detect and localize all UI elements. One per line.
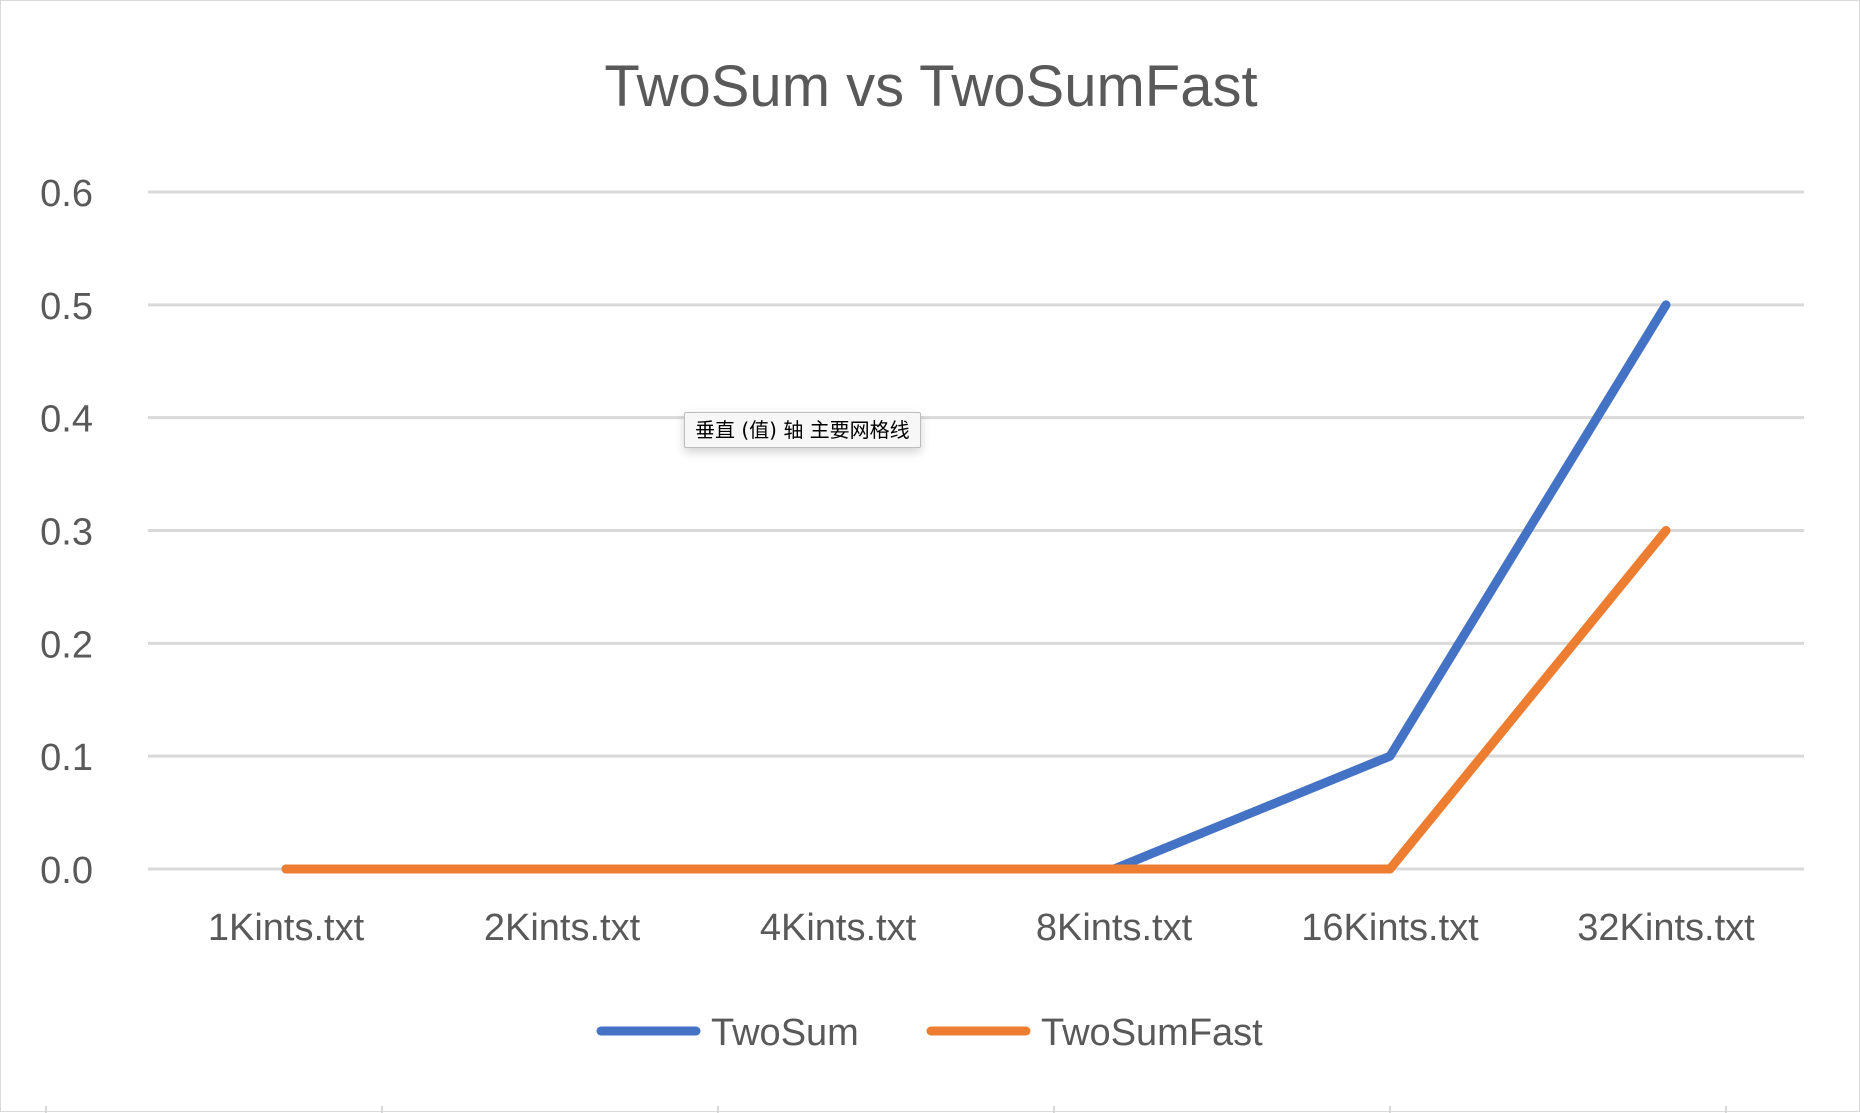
gridline-tooltip: 垂直 (值) 轴 主要网格线 [684, 412, 921, 448]
y-tick-label: 0.6 [40, 173, 93, 215]
series-line-twosumfast[interactable] [286, 531, 1666, 870]
x-tick-label: 2Kints.txt [484, 907, 641, 949]
legend[interactable]: TwoSum TwoSumFast [601, 1012, 1263, 1054]
gridlines [148, 192, 1804, 869]
series-lines [286, 305, 1666, 869]
x-tick-label: 32Kints.txt [1577, 907, 1755, 949]
chart-title: TwoSum vs TwoSumFast [604, 54, 1257, 119]
y-tick-label: 0.4 [40, 399, 93, 441]
y-tick-label: 0.0 [40, 850, 93, 892]
x-tick-label: 8Kints.txt [1036, 907, 1193, 949]
x-tick-label: 4Kints.txt [760, 907, 917, 949]
legend-label[interactable]: TwoSum [711, 1012, 859, 1054]
legend-label[interactable]: TwoSumFast [1041, 1012, 1263, 1054]
y-tick-label: 0.3 [40, 512, 93, 554]
y-axis-tick-labels: 0.0 0.1 0.2 0.3 0.4 0.5 0.6 [40, 173, 93, 892]
x-tick-label: 1Kints.txt [208, 907, 365, 949]
x-tick-label: 16Kints.txt [1301, 907, 1479, 949]
y-tick-label: 0.2 [40, 624, 93, 666]
y-tick-label: 0.1 [40, 737, 93, 779]
x-axis-tick-labels: 1Kints.txt 2Kints.txt 4Kints.txt 8Kints.txt… [208, 907, 1755, 949]
y-tick-label: 0.5 [40, 286, 93, 328]
